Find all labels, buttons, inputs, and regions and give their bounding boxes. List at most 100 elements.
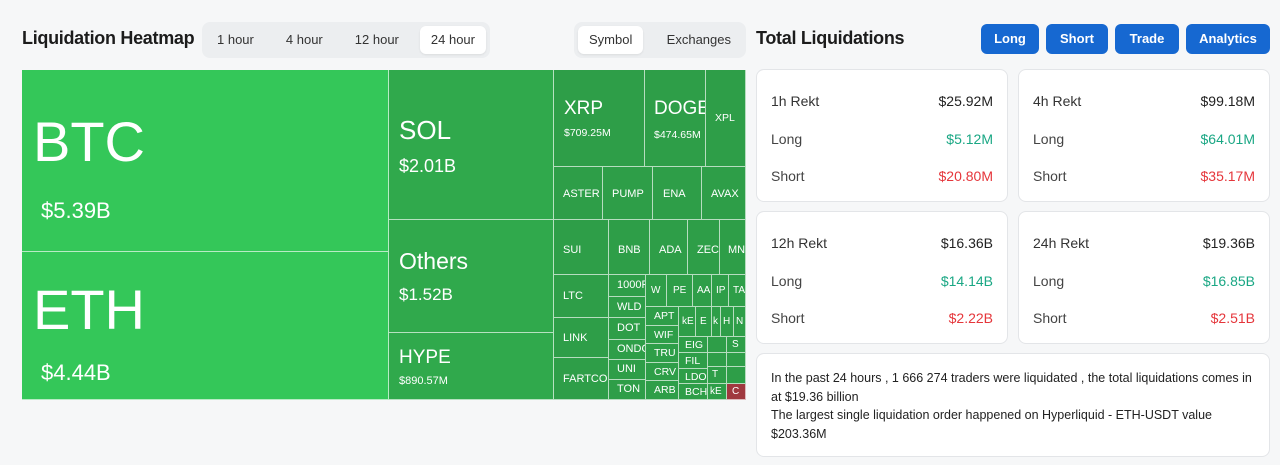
tile-ena[interactable]: ENA [653,167,702,220]
tile-symbol: DOT [617,322,641,334]
tile-symbol: PUMP [612,188,644,200]
summary-traders-text: In the past 24 hours , 1 666 274 traders… [771,371,1252,404]
tile-t[interactable]: T [708,367,727,384]
tile-fartcoin[interactable]: FARTCOI [554,358,609,400]
tile-symbol: AVAX [711,188,739,200]
tile-symbol: TRU [654,347,676,359]
tile-tiny-1[interactable] [708,337,727,353]
tile-ldo[interactable]: LDO [679,369,708,384]
tile-ke[interactable]: kE [679,307,696,337]
tile-value: $2.01B [399,156,457,176]
tile-bnb[interactable]: BNB [609,220,650,275]
trade-button[interactable]: Trade [1115,24,1179,54]
tile-symbol: E [700,316,707,327]
tile-symbol: N [736,316,744,327]
tile-uni[interactable]: UNI [609,360,646,380]
tile-dot[interactable]: DOT [609,318,646,340]
tile-hype[interactable]: HYPE $890.57M [389,333,554,400]
tile-wld[interactable]: WLD [609,297,646,318]
tile-symbol: H [723,316,731,327]
tile-zec[interactable]: ZEC [688,220,720,275]
tile-k[interactable]: k [712,307,721,337]
short-value: $2.22B [948,310,993,326]
liquidation-heatmap: BTC $5.39B ETH $4.44B SOL $2.01B Others … [22,70,746,400]
tile-ip[interactable]: IP [712,275,729,307]
tile-1000f[interactable]: 1000F [609,275,646,297]
tile-ke-2[interactable]: kE [708,384,727,400]
tile-sol[interactable]: SOL $2.01B [389,70,554,220]
tile-symbol: ARB [654,384,676,396]
tile-bch[interactable]: BCH [679,384,708,400]
tile-n[interactable]: N [734,307,746,337]
tile-c[interactable]: C [727,384,746,400]
tile-doge[interactable]: DOGE $474.65M [645,70,706,167]
card-label: 4h Rekt [1033,93,1082,109]
tile-value: $890.57M [399,375,448,387]
tile-ton[interactable]: TON [609,380,646,400]
tab-4-hour[interactable]: 4 hour [285,32,323,47]
tile-s[interactable]: S [727,337,746,353]
tile-sui[interactable]: SUI [554,220,609,275]
tile-apt[interactable]: APT [646,307,679,326]
tile-symbol: C [732,386,740,397]
long-button[interactable]: Long [981,24,1039,54]
tile-aa[interactable]: AA [693,275,712,307]
tab-1-hour[interactable]: 1 hour [217,32,254,47]
tab-24-hour[interactable]: 24 hour [419,26,486,54]
tile-symbol: AA [697,285,711,296]
tile-symbol: ENA [663,188,686,200]
tile-symbol: Others [399,248,469,274]
tile-e[interactable]: E [696,307,712,337]
tile-xrp[interactable]: XRP $709.25M [554,70,645,167]
card-1h-rekt: 1h Rekt $25.92M Long $5.12M Short $20.80M [756,69,1008,202]
tile-symbol: DOGE [654,98,706,119]
tile-mn[interactable]: MN [720,220,746,275]
tile-arb[interactable]: ARB [646,381,679,400]
tile-symbol: ETH [33,278,145,341]
tile-w[interactable]: W [646,275,667,307]
tile-ltc[interactable]: LTC [554,275,609,318]
tile-tiny-3[interactable] [727,353,746,367]
tile-symbol: SUI [563,244,582,256]
tile-symbol: kE [710,386,722,397]
tile-aster[interactable]: ASTER [554,167,603,220]
tile-symbol: UNI [617,363,636,375]
tile-symbol: LDO [685,371,707,383]
tile-tiny-2[interactable] [708,353,727,367]
tile-btc[interactable]: BTC $5.39B [22,70,389,252]
tab-symbol[interactable]: Symbol [578,26,644,54]
tile-avax[interactable]: AVAX [702,167,746,220]
liquidation-summary: In the past 24 hours , 1 666 274 traders… [756,353,1270,457]
heatmap-title: Liquidation Heatmap [22,28,195,48]
tile-value: $709.25M [564,127,611,139]
tile-eth[interactable]: ETH $4.44B [22,252,389,400]
tile-h[interactable]: H [721,307,734,337]
short-label: Short [771,310,805,326]
tile-link[interactable]: LINK [554,318,609,358]
tile-xpl[interactable]: XPL [706,70,746,167]
card-total: $19.36B [1202,235,1255,251]
tile-tiny-4[interactable] [727,367,746,384]
tile-others[interactable]: Others $1.52B [389,220,554,333]
tile-symbol: FIL [685,355,701,367]
short-value: $20.80M [938,168,993,184]
tile-tru[interactable]: TRU [646,344,679,363]
tile-symbol: HYPE [399,347,451,368]
tile-wif[interactable]: WIF [646,326,679,344]
tile-ondo[interactable]: ONDO [609,340,646,360]
tile-ta[interactable]: TA [729,275,746,307]
tile-pe[interactable]: PE [667,275,693,307]
tile-ada[interactable]: ADA [650,220,688,275]
short-value: $2.51B [1210,310,1255,326]
tile-eig[interactable]: EIG [679,337,708,353]
tile-pump[interactable]: PUMP [603,167,653,220]
tile-fil[interactable]: FIL [679,353,708,369]
tile-crv[interactable]: CRV [646,363,679,381]
tile-symbol: PE [673,285,687,296]
tile-symbol: LINK [563,332,588,344]
tab-exchanges[interactable]: Exchanges [666,32,731,47]
analytics-button[interactable]: Analytics [1186,24,1270,54]
tile-value: $4.44B [41,360,111,385]
tab-12-hour[interactable]: 12 hour [354,32,399,47]
short-button[interactable]: Short [1046,24,1108,54]
